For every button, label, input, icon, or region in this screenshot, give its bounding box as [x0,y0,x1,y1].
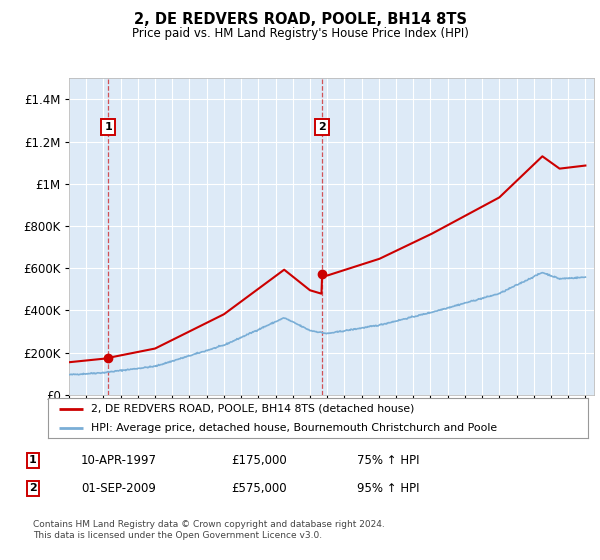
Text: 2, DE REDVERS ROAD, POOLE, BH14 8TS: 2, DE REDVERS ROAD, POOLE, BH14 8TS [133,12,467,27]
Text: Price paid vs. HM Land Registry's House Price Index (HPI): Price paid vs. HM Land Registry's House … [131,27,469,40]
Text: HPI: Average price, detached house, Bournemouth Christchurch and Poole: HPI: Average price, detached house, Bour… [91,423,497,433]
Text: 95% ↑ HPI: 95% ↑ HPI [357,482,419,495]
Text: 2: 2 [317,122,325,132]
Text: Contains HM Land Registry data © Crown copyright and database right 2024.: Contains HM Land Registry data © Crown c… [33,520,385,529]
Text: 01-SEP-2009: 01-SEP-2009 [81,482,156,495]
Text: £175,000: £175,000 [231,454,287,467]
Text: 1: 1 [29,455,37,465]
Text: 2: 2 [29,483,37,493]
Text: £575,000: £575,000 [231,482,287,495]
Text: 75% ↑ HPI: 75% ↑ HPI [357,454,419,467]
Text: This data is licensed under the Open Government Licence v3.0.: This data is licensed under the Open Gov… [33,531,322,540]
Text: 10-APR-1997: 10-APR-1997 [81,454,157,467]
Text: 2, DE REDVERS ROAD, POOLE, BH14 8TS (detached house): 2, DE REDVERS ROAD, POOLE, BH14 8TS (det… [91,404,415,414]
Text: 1: 1 [104,122,112,132]
